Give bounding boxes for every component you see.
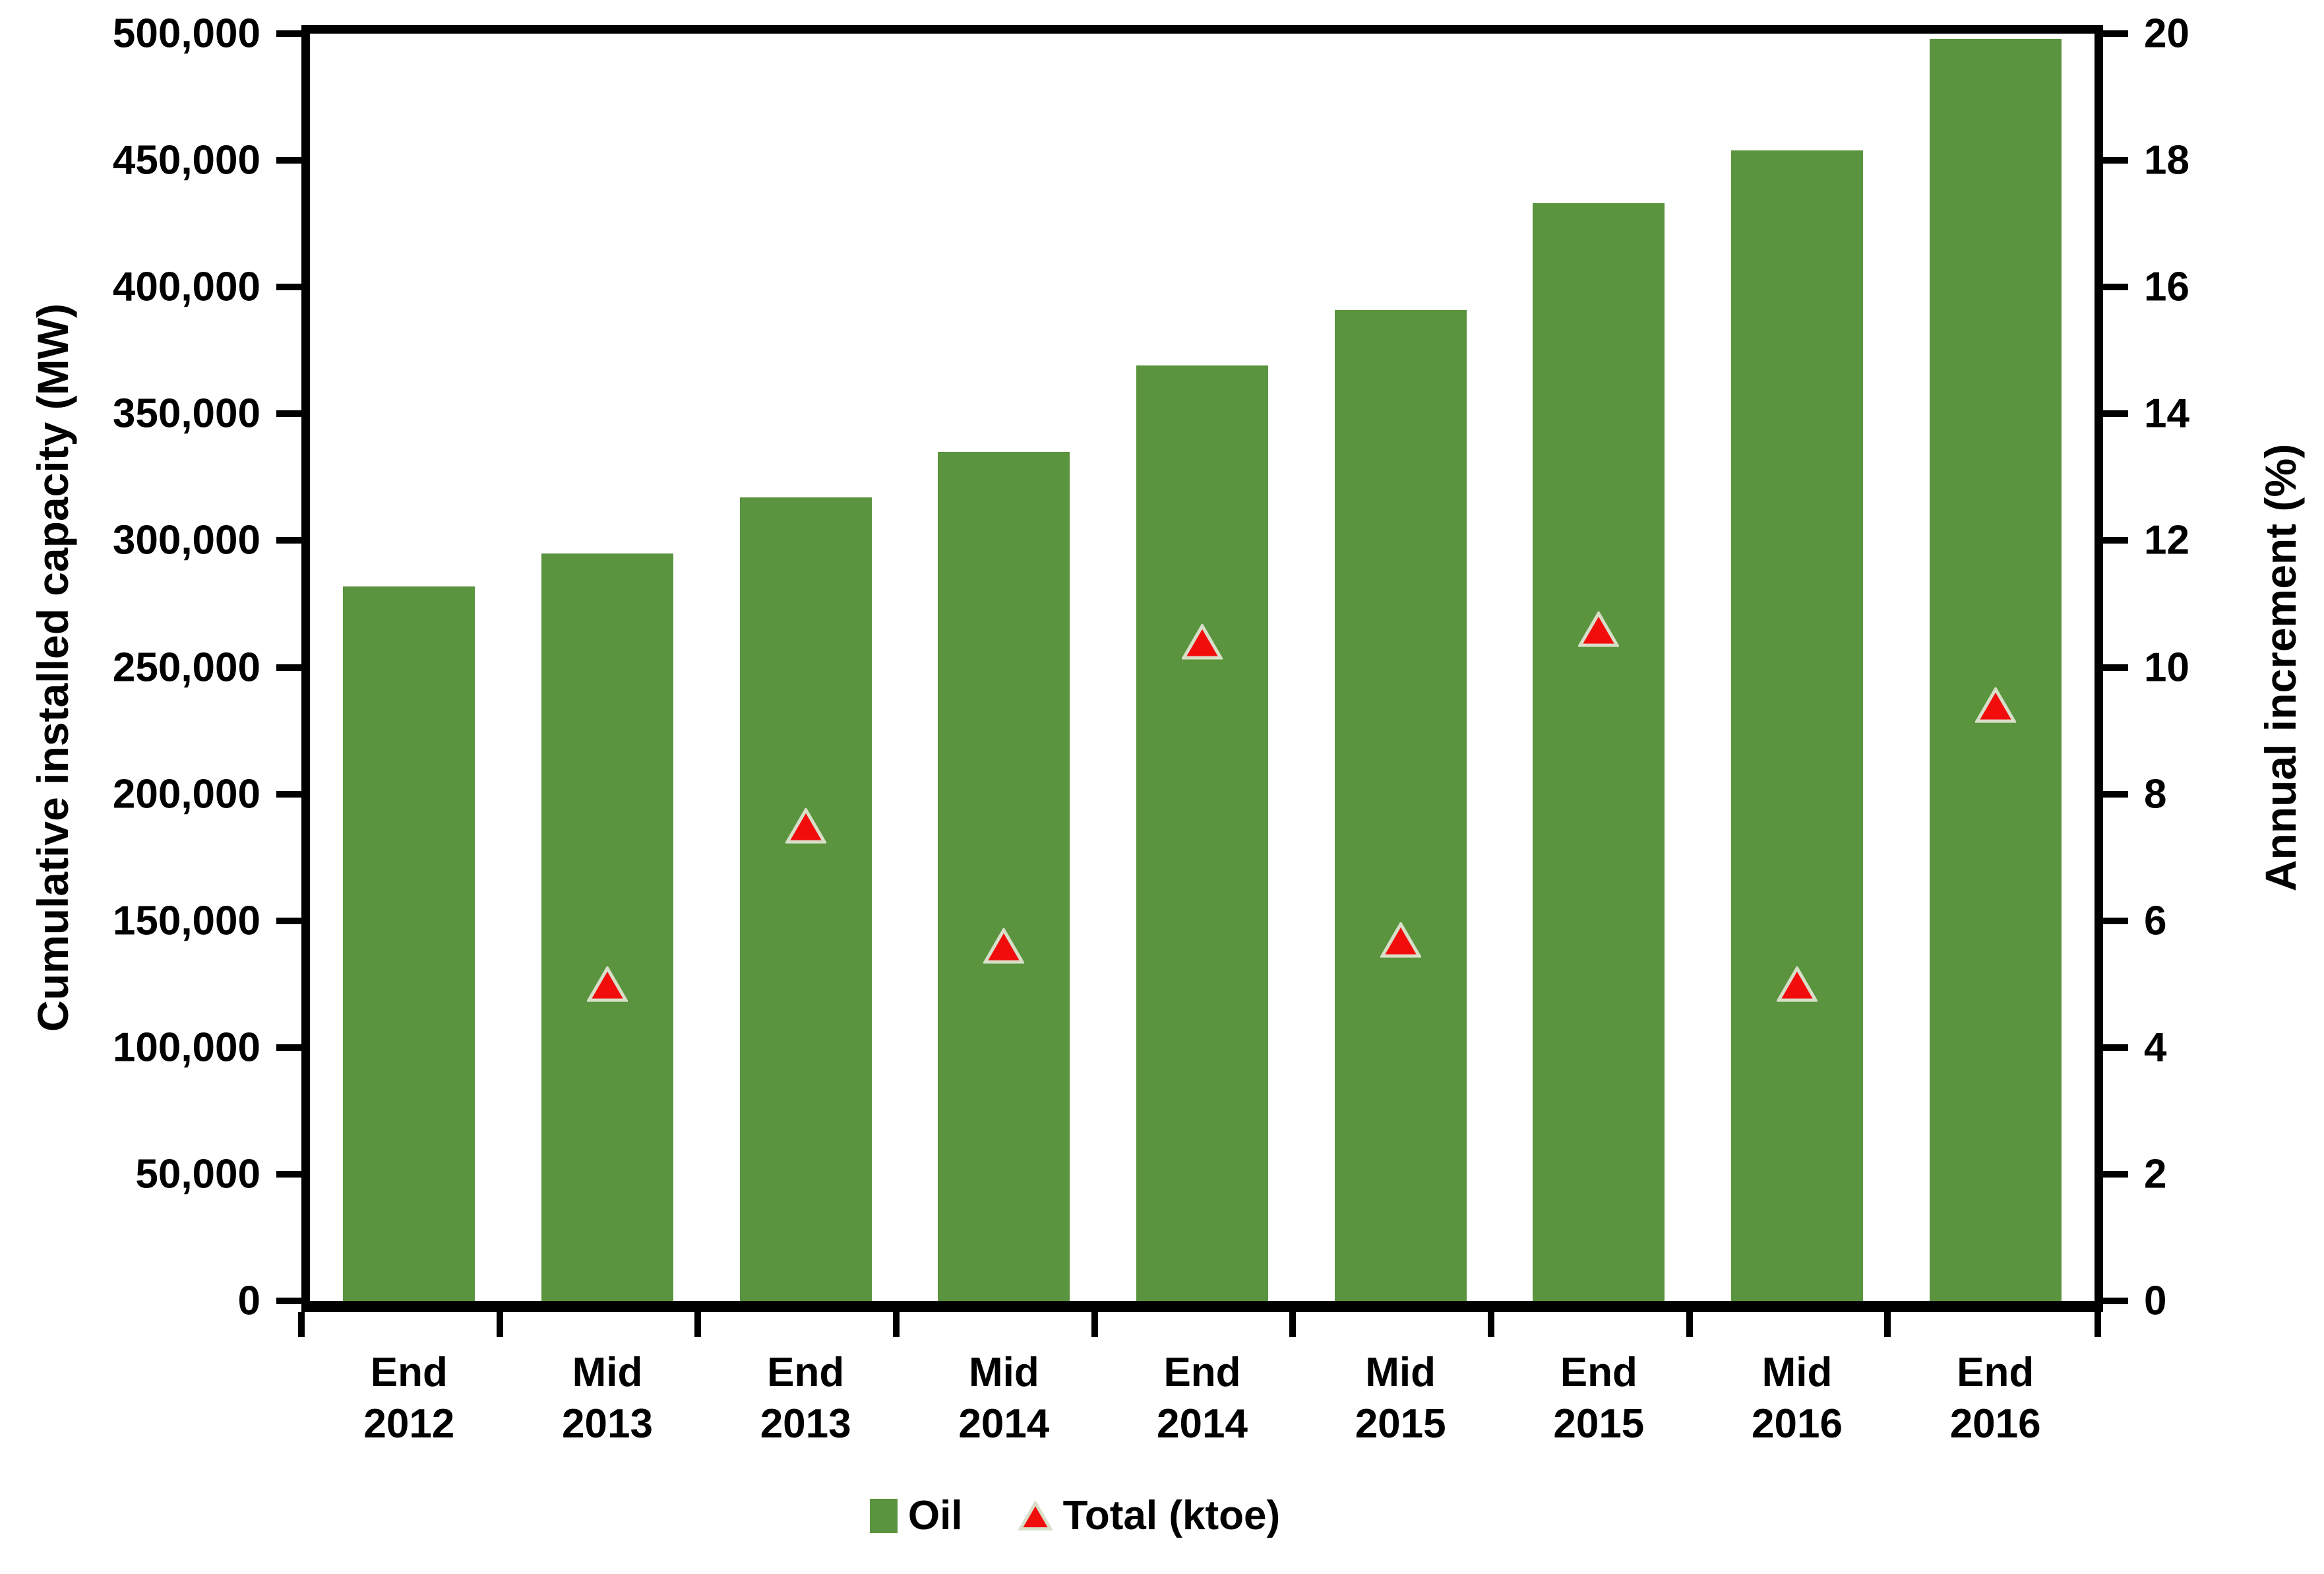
y-axis-left-tick-label: 200,000: [112, 771, 260, 817]
y-axis-left-tick-label: 150,000: [112, 898, 260, 944]
y-axis-left-tick-label: 100,000: [112, 1024, 260, 1071]
oil-bar-swatch-icon: [869, 1498, 898, 1533]
y-axis-right-tick: [2103, 1170, 2128, 1178]
x-axis-category-label: Mid 2016: [1752, 1350, 1843, 1447]
y-axis-left-tick-label: 450,000: [112, 137, 260, 183]
legend-oil-label: Oil: [907, 1493, 963, 1538]
y-axis-right-tick: [2103, 790, 2128, 798]
total-triangle-marker-icon: [1018, 1500, 1053, 1531]
y-axis-left-tick: [276, 537, 301, 544]
total-triangle-marker: [1379, 920, 1422, 958]
left-axis-title: Cumulative installed capacity (MW): [28, 303, 77, 1032]
x-axis-category-label: End 2014: [1157, 1350, 1248, 1447]
x-axis-category-label: End 2012: [363, 1350, 455, 1447]
x-axis-line: [301, 1301, 2103, 1312]
y-axis-left-line: [301, 25, 310, 1309]
y-axis-left-tick: [276, 1044, 301, 1051]
y-axis-right-tick-label: 4: [2144, 1024, 2167, 1071]
total-triangle-marker: [586, 964, 629, 1002]
y-axis-right-tick: [2103, 410, 2128, 418]
legend-item-oil: Oil: [869, 1492, 963, 1539]
y-axis-right-tick-label: 14: [2144, 391, 2189, 437]
y-axis-left-tick: [276, 1170, 301, 1178]
total-triangle-marker: [1974, 686, 2017, 723]
y-axis-right-tick-label: 0: [2144, 1278, 2167, 1324]
x-axis-tick: [1686, 1312, 1693, 1337]
x-axis-category-label: Mid 2014: [958, 1350, 1050, 1447]
y-axis-left-tick-label: 350,000: [112, 391, 260, 437]
y-axis-right-tick-label: 10: [2144, 645, 2189, 690]
y-axis-left-tick: [276, 30, 301, 37]
y-axis-left-tick: [276, 1298, 301, 1304]
total-triangle-marker: [1775, 964, 1819, 1002]
y-axis-right-tick: [2103, 30, 2128, 37]
oil-bar: [1533, 203, 1665, 1301]
total-triangle-marker: [983, 927, 1025, 964]
x-axis-tick: [298, 1312, 305, 1337]
y-axis-right-tick: [2103, 917, 2128, 924]
x-axis-category-label: Mid 2013: [562, 1350, 653, 1447]
oil-bar: [739, 497, 872, 1301]
y-axis-right-tick-label: 8: [2144, 771, 2167, 817]
y-axis-right-tick: [2103, 284, 2128, 291]
x-axis-tick: [1091, 1312, 1098, 1337]
oil-bar: [1334, 309, 1467, 1301]
y-axis-right-line: [2095, 25, 2103, 1309]
y-axis-left-tick: [276, 410, 301, 418]
x-axis-category-label: End 2015: [1553, 1350, 1645, 1447]
x-axis-category-label: End 2016: [1949, 1350, 2041, 1447]
total-triangle-marker: [784, 806, 827, 844]
y-axis-left-tick-label: 500,000: [112, 11, 260, 57]
y-axis-right-tick-label: 2: [2144, 1151, 2167, 1197]
y-axis-right-tick-label: 16: [2144, 264, 2189, 310]
y-axis-left-tick: [276, 917, 301, 924]
oil-bar: [1929, 38, 2062, 1301]
y-axis-left-tick: [276, 790, 301, 798]
total-triangle-marker: [1180, 622, 1224, 660]
y-axis-right-tick-label: 18: [2144, 137, 2189, 183]
y-axis-left-tick-label: 50,000: [135, 1151, 260, 1197]
x-axis-tick: [1488, 1312, 1494, 1337]
y-axis-left-tick-label: 400,000: [112, 264, 260, 310]
x-axis-tick: [694, 1312, 702, 1337]
y-axis-right-tick: [2103, 537, 2128, 544]
y-axis-left-tick-label: 0: [237, 1278, 260, 1324]
legend-item-total: Total (ktoe): [1018, 1492, 1281, 1539]
oil-bar: [541, 553, 673, 1301]
y-axis-right-tick: [2103, 157, 2128, 164]
y-axis-left-tick-label: 250,000: [112, 645, 260, 690]
y-axis-right-tick-label: 20: [2144, 11, 2189, 57]
oil-bar: [1136, 365, 1268, 1301]
x-axis-category-label: Mid 2015: [1355, 1350, 1446, 1447]
oil-bar: [1731, 150, 1863, 1301]
x-axis-tick: [496, 1312, 503, 1337]
legend-total-label: Total (ktoe): [1062, 1493, 1281, 1538]
y-axis-left-tick: [276, 284, 301, 291]
x-axis-tick: [893, 1312, 900, 1337]
y-axis-left-tick: [276, 664, 301, 671]
y-axis-right-tick-label: 6: [2144, 898, 2167, 944]
y-axis-right-tick: [2103, 1298, 2128, 1304]
x-axis-category-label: End 2013: [760, 1350, 851, 1447]
y-axis-right-tick: [2103, 1044, 2128, 1051]
total-triangle-marker: [1577, 610, 1620, 647]
right-axis-title: Annual increment (%): [2256, 443, 2305, 891]
x-axis-tick: [1289, 1312, 1297, 1337]
y-axis-left-tick: [276, 157, 301, 164]
oil-bar: [938, 451, 1070, 1301]
y-axis-left-tick-label: 300,000: [112, 517, 260, 563]
y-axis-right-tick-label: 12: [2144, 517, 2189, 563]
x-axis-tick: [2095, 1312, 2101, 1337]
x-axis-tick: [1884, 1312, 1891, 1337]
y-axis-right-tick: [2103, 664, 2128, 671]
oil-bar: [343, 586, 475, 1301]
plot-top-border: [301, 25, 2103, 34]
legend: Oil Total (ktoe): [0, 1492, 2150, 1539]
